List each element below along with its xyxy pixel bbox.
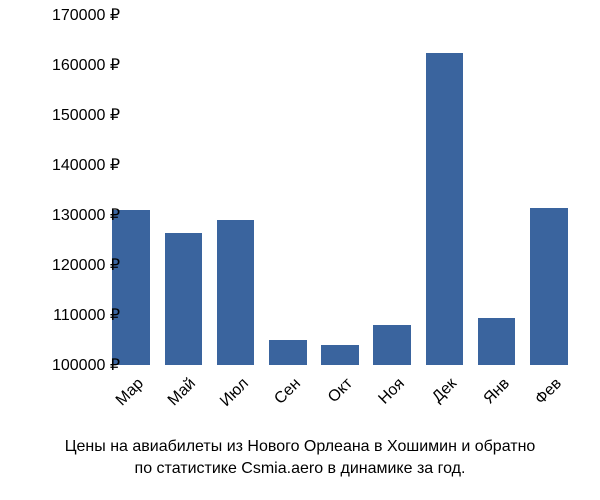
bar	[112, 210, 150, 365]
y-tick-label: 170000 ₽	[10, 5, 120, 25]
y-tick-label: 160000 ₽	[10, 55, 120, 75]
bar	[269, 340, 307, 365]
x-tick-label: Июл	[217, 375, 253, 411]
x-tick-label: Мар	[113, 375, 148, 410]
y-tick-label: 110000 ₽	[10, 305, 120, 325]
x-tick-label: Сен	[271, 375, 304, 408]
y-tick-label: 130000 ₽	[10, 205, 120, 225]
caption-line-1: Цены на авиабилеты из Нового Орлеана в Х…	[65, 438, 536, 455]
bar	[426, 53, 464, 366]
plot-area	[105, 15, 575, 365]
y-tick-label: 100000 ₽	[10, 355, 120, 375]
x-tick-label: Ноя	[376, 375, 409, 408]
bar	[373, 325, 411, 365]
x-tick-label: Фев	[532, 375, 566, 409]
y-tick-label: 120000 ₽	[10, 255, 120, 275]
bar	[217, 220, 255, 365]
price-chart: Цены на авиабилеты из Нового Орлеана в Х…	[0, 0, 600, 500]
caption: Цены на авиабилеты из Нового Орлеана в Х…	[0, 436, 600, 479]
y-tick-label: 140000 ₽	[10, 155, 120, 175]
bar	[478, 318, 516, 366]
bar	[321, 345, 359, 365]
x-tick-label: Дек	[430, 375, 462, 407]
x-tick-label: Окт	[325, 375, 357, 407]
x-tick-label: Май	[165, 375, 200, 410]
caption-line-2: по статистике Csmia.aero в динамике за г…	[135, 460, 466, 477]
bar	[530, 208, 568, 366]
y-tick-label: 150000 ₽	[10, 105, 120, 125]
bar	[165, 233, 203, 366]
x-tick-label: Янв	[480, 375, 513, 408]
